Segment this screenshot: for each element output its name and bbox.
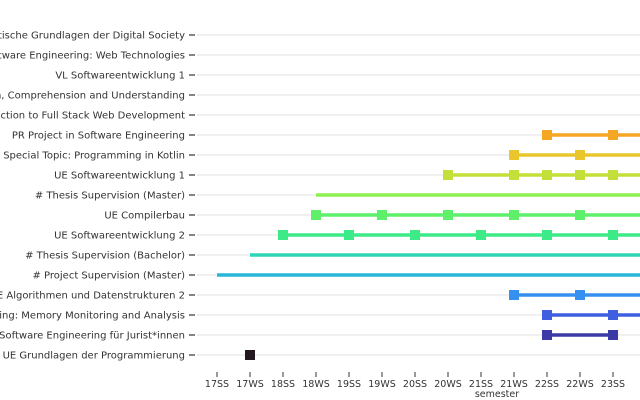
series-group [217,130,640,360]
semester-point [509,290,519,300]
semester-point [509,210,519,220]
x-tick-label: 18SS [271,379,295,390]
row-label: VL Softwareentwicklung 1 [55,71,185,82]
semester-point [608,130,618,140]
semester-point [245,350,255,360]
row-label: # Thesis Supervision (Bachelor) [25,251,185,262]
semester-point [377,210,387,220]
x-tick-label: 17SS [205,379,229,390]
row-label: uction to Full Stack Web Development [0,111,185,122]
semester-point [542,170,552,180]
x-tick-label: 21WS [500,379,528,390]
x-tick-label: 22WS [566,379,594,390]
row-label: PR Project in Software Engineering [12,131,185,142]
semester-point [608,230,618,240]
semester-point [575,150,585,160]
row-label: UE Grundlagen der Programmierung [3,351,185,362]
semester-point [311,210,321,220]
semester-point [443,170,453,180]
x-tick-label: 20WS [434,379,462,390]
row-label: tware Engineering: Web Technologies [0,51,185,62]
x-tick-label: 23SS [601,379,625,390]
semester-point [443,210,453,220]
semester-point [608,330,618,340]
x-tick-label: 20SS [403,379,427,390]
x-tick-label: 17WS [236,379,264,390]
semester-point [575,290,585,300]
semester-point [410,230,420,240]
row-label: Software Engineering für Jurist*innen [0,331,185,342]
row-label: # Thesis Supervision (Master) [35,191,185,202]
x-tick-label: 21SS [469,379,493,390]
row-label: atische Grundlagen der Digital Society [0,31,185,42]
semester-point [476,230,486,240]
row-label: UE Softwareentwicklung 2 [54,231,185,242]
y-axis-labels: atische Grundlagen der Digital Society tw… [0,31,195,362]
row-label: UE Algorithmen und Datenstrukturen 2 [0,291,185,302]
x-tick-label: 22SS [535,379,559,390]
x-axis-ticks: 17SS 17WS 18SS 18WS 19SS 19WS 20SS 20WS 21SS 21WS… [205,372,640,390]
x-tick-label: 19SS [337,379,361,390]
row-label: n, Comprehension and Understanding [0,91,185,102]
semester-point [344,230,354,240]
semester-point [542,130,552,140]
row-label: UE Softwareentwicklung 1 [54,171,185,182]
x-tick-label: 18WS [302,379,330,390]
row-label: ring: Memory Monitoring and Analysis [0,311,185,322]
semester-point [509,170,519,180]
x-tick-label: 19WS [368,379,396,390]
semester-point [608,310,618,320]
semester-point [575,210,585,220]
semester-point [575,170,585,180]
row-label: UE Compilerbau [104,211,185,222]
semester-point [278,230,288,240]
x-axis-title: semester [475,389,519,400]
row-label: # Project Supervision (Master) [32,271,185,282]
semester-point [608,170,618,180]
semester-point [542,310,552,320]
semester-point [509,150,519,160]
row-label: EV Special Topic: Programming in Kotlin [0,151,185,162]
semester-point [542,330,552,340]
semester-point [542,230,552,240]
